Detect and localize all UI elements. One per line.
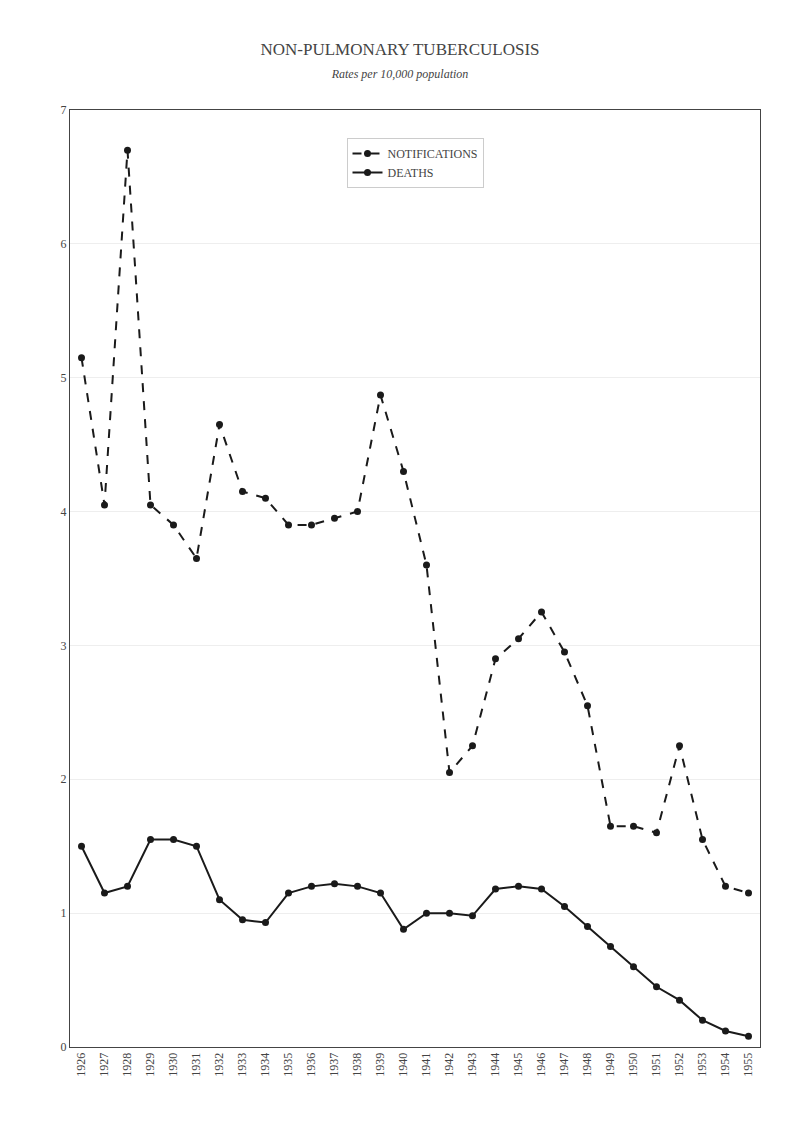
svg-text:1930: 1930 <box>166 1053 180 1077</box>
svg-text:1937: 1937 <box>327 1053 341 1077</box>
svg-text:DEATHS: DEATHS <box>388 166 434 180</box>
svg-text:1954: 1954 <box>718 1053 732 1077</box>
svg-text:1942: 1942 <box>442 1053 456 1077</box>
svg-text:NOTIFICATIONS: NOTIFICATIONS <box>388 147 478 161</box>
svg-text:1947: 1947 <box>557 1053 571 1077</box>
svg-text:1926: 1926 <box>74 1053 88 1077</box>
svg-text:4: 4 <box>61 505 67 519</box>
svg-text:Rates per 10,000 population: Rates per 10,000 population <box>331 67 469 81</box>
svg-text:1928: 1928 <box>120 1053 134 1077</box>
svg-text:1927: 1927 <box>97 1053 111 1077</box>
svg-text:1943: 1943 <box>465 1053 479 1077</box>
svg-text:1935: 1935 <box>281 1053 295 1077</box>
svg-text:1933: 1933 <box>235 1053 249 1077</box>
svg-text:1941: 1941 <box>419 1053 433 1077</box>
svg-text:1936: 1936 <box>304 1053 318 1077</box>
svg-text:7: 7 <box>61 103 67 117</box>
svg-text:NON-PULMONARY TUBERCULOSIS: NON-PULMONARY TUBERCULOSIS <box>260 40 539 59</box>
svg-text:1948: 1948 <box>580 1053 594 1077</box>
svg-text:1946: 1946 <box>534 1053 548 1077</box>
svg-text:1939: 1939 <box>373 1053 387 1077</box>
svg-text:1952: 1952 <box>672 1053 686 1077</box>
svg-text:1945: 1945 <box>511 1053 525 1077</box>
svg-text:0: 0 <box>61 1040 67 1054</box>
svg-text:6: 6 <box>61 237 67 251</box>
svg-text:5: 5 <box>61 371 67 385</box>
svg-text:3: 3 <box>61 639 67 653</box>
svg-text:1951: 1951 <box>649 1053 663 1077</box>
svg-text:1944: 1944 <box>488 1053 502 1077</box>
svg-text:1934: 1934 <box>258 1053 272 1077</box>
svg-text:1955: 1955 <box>741 1053 755 1077</box>
svg-text:1938: 1938 <box>350 1053 364 1077</box>
svg-text:1932: 1932 <box>212 1053 226 1077</box>
svg-text:1940: 1940 <box>396 1053 410 1077</box>
svg-text:1949: 1949 <box>603 1053 617 1077</box>
svg-text:1: 1 <box>61 906 67 920</box>
svg-text:1929: 1929 <box>143 1053 157 1077</box>
svg-text:1931: 1931 <box>189 1053 203 1077</box>
svg-text:1950: 1950 <box>626 1053 640 1077</box>
svg-text:1953: 1953 <box>695 1053 709 1077</box>
svg-text:2: 2 <box>61 772 67 786</box>
